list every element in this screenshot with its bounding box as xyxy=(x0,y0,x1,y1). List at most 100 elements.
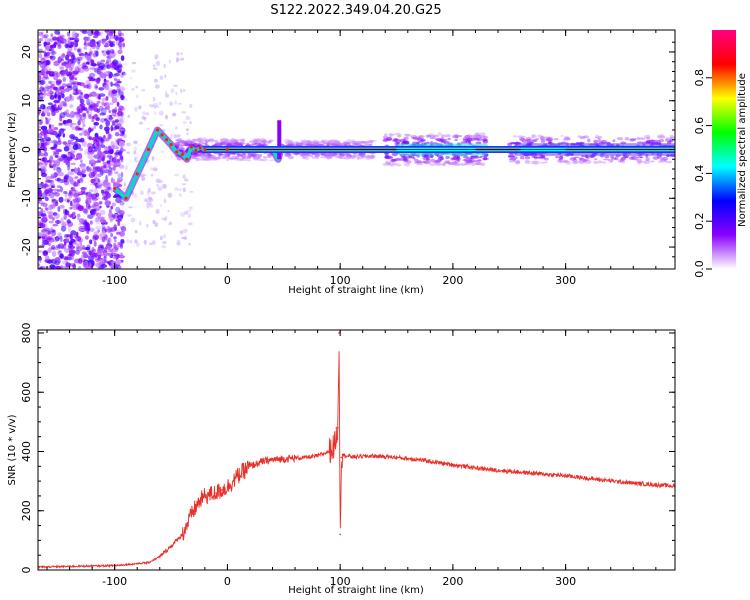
halo-blob xyxy=(229,141,235,144)
noise-blob xyxy=(117,80,122,84)
ridge-point xyxy=(175,150,179,154)
noise-blob xyxy=(49,129,55,136)
ridge-point xyxy=(124,196,128,200)
halo-blob xyxy=(197,138,202,143)
noise-blob xyxy=(108,149,114,155)
noise-blob xyxy=(161,245,167,249)
noise-blob xyxy=(57,86,61,92)
noise-blob xyxy=(52,159,55,163)
noise-blob xyxy=(174,100,177,105)
noise-blob xyxy=(48,204,54,211)
halo-blob xyxy=(463,163,471,166)
noise-blob xyxy=(83,93,89,99)
noise-blob xyxy=(182,174,186,179)
noise-blob xyxy=(111,120,116,126)
noise-blob xyxy=(101,196,108,201)
noise-blob xyxy=(178,188,183,191)
noise-blob xyxy=(41,230,49,237)
noise-blob xyxy=(126,214,132,217)
halo-blob xyxy=(214,139,219,143)
noise-blob xyxy=(114,119,119,123)
halo-blob xyxy=(645,157,650,162)
noise-blob xyxy=(118,255,125,259)
noise-blob xyxy=(120,94,125,101)
noise-blob xyxy=(110,167,114,170)
noise-blob xyxy=(56,189,61,192)
noise-blob xyxy=(108,155,114,162)
noise-blob xyxy=(41,229,48,233)
noise-blob xyxy=(74,125,79,131)
snr-data-point xyxy=(215,492,217,494)
noise-blob xyxy=(146,206,150,209)
halo-blob xyxy=(477,134,481,137)
y-tick-label: 400 xyxy=(20,441,33,462)
noise-blob xyxy=(126,239,130,244)
noise-blob xyxy=(108,109,111,114)
noise-blob xyxy=(89,205,96,208)
noise-blob xyxy=(117,30,122,37)
noise-blob xyxy=(95,262,101,268)
noise-blob xyxy=(105,96,109,101)
noise-blob xyxy=(101,97,108,102)
noise-blob xyxy=(62,77,67,82)
noise-blob xyxy=(48,211,54,216)
noise-blob xyxy=(85,235,89,240)
noise-blob xyxy=(72,193,79,198)
halo-blob xyxy=(545,138,551,142)
noise-blob xyxy=(61,265,68,269)
noise-blob xyxy=(123,63,128,66)
noise-blob xyxy=(98,182,101,186)
snr-data-point xyxy=(204,495,206,497)
noise-blob xyxy=(101,101,105,106)
noise-blob xyxy=(98,105,104,111)
noise-blob xyxy=(51,199,58,204)
halo-blob xyxy=(524,156,531,160)
noise-blob xyxy=(54,30,60,35)
halo-blob xyxy=(318,143,323,146)
noise-blob xyxy=(77,167,80,172)
noise-blob xyxy=(66,88,73,91)
noise-blob xyxy=(174,187,179,191)
noise-blob xyxy=(164,217,167,221)
noise-blob xyxy=(43,227,51,231)
halo-blob xyxy=(259,138,266,141)
halo-blob xyxy=(394,141,399,146)
noise-blob xyxy=(58,196,64,203)
snr-x-ticks: -100 0 100 200 300 xyxy=(46,330,657,588)
noise-blob xyxy=(47,230,52,235)
noise-blob xyxy=(67,44,74,48)
noise-blob xyxy=(74,32,79,37)
noise-blob xyxy=(176,134,182,138)
noise-blob xyxy=(39,266,43,269)
halo-blob xyxy=(302,139,307,142)
noise-blob xyxy=(72,70,80,74)
noise-blob xyxy=(111,89,117,94)
noise-blob xyxy=(182,120,187,125)
noise-blob xyxy=(60,87,66,94)
halo-blob xyxy=(616,137,624,141)
noise-blob xyxy=(116,68,123,73)
halo-blob xyxy=(242,159,249,162)
x-tick-label: 0 xyxy=(224,274,231,287)
noise-blob xyxy=(113,35,120,40)
halo-blob xyxy=(288,156,295,159)
noise-blob xyxy=(67,139,72,145)
snr-data-point xyxy=(316,455,319,457)
noise-blob xyxy=(90,171,96,177)
noise-blob xyxy=(138,121,144,125)
noise-blob xyxy=(106,105,110,110)
noise-blob xyxy=(91,103,98,109)
halo-blob xyxy=(263,156,268,159)
noise-blob xyxy=(139,220,142,226)
snr-data-point xyxy=(339,533,342,536)
snr-data-point xyxy=(294,457,296,459)
halo-blob xyxy=(624,155,628,159)
noise-blob xyxy=(59,253,64,259)
noise-blob xyxy=(93,67,99,73)
noise-blob xyxy=(150,191,156,195)
noise-blob xyxy=(96,71,102,75)
noise-blob xyxy=(80,172,86,179)
noise-blob xyxy=(73,37,80,43)
noise-blob xyxy=(123,98,128,101)
halo-blob xyxy=(322,139,330,144)
